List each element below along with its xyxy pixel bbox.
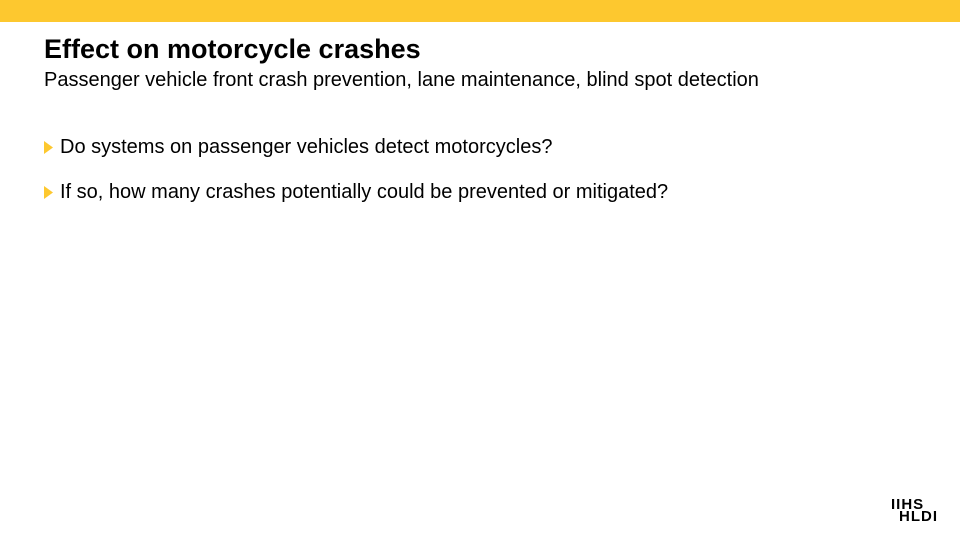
bullet-text: Do systems on passenger vehicles detect … (60, 136, 552, 159)
slide-container: Effect on motorcycle crashes Passenger v… (0, 0, 960, 540)
triangle-bullet-icon (44, 186, 54, 199)
bullet-item: Do systems on passenger vehicles detect … (44, 136, 916, 159)
content-area: Effect on motorcycle crashes Passenger v… (0, 22, 960, 204)
triangle-bullet-icon (44, 141, 54, 154)
bullet-text: If so, how many crashes potentially coul… (60, 181, 668, 204)
logo-line-2: HLDI (899, 511, 938, 524)
bullet-list: Do systems on passenger vehicles detect … (44, 136, 916, 204)
slide-subtitle: Passenger vehicle front crash prevention… (44, 69, 916, 92)
iihs-hldi-logo: IIHS HLDI (891, 499, 938, 525)
accent-top-bar (0, 0, 960, 22)
slide-title: Effect on motorcycle crashes (44, 34, 916, 65)
bullet-item: If so, how many crashes potentially coul… (44, 181, 916, 204)
